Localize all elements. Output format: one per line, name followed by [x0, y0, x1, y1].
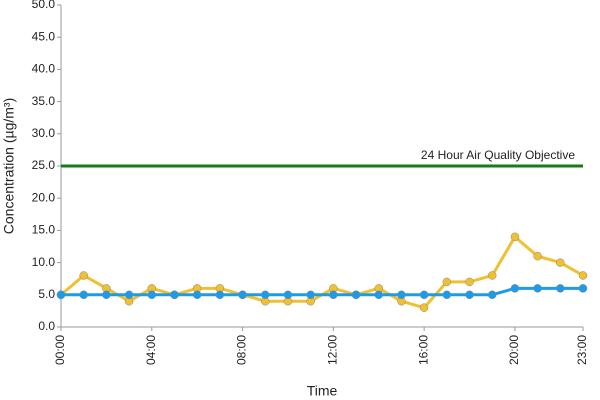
data-point — [510, 284, 520, 293]
data-point — [79, 271, 88, 280]
data-point — [351, 290, 361, 300]
y-tick-label: 5.0 — [38, 287, 55, 301]
y-tick-label: 10.0 — [32, 255, 56, 269]
data-point — [533, 284, 542, 293]
y-tick-label: 20.0 — [32, 190, 56, 204]
data-point — [238, 290, 247, 300]
y-tick-label: 15.0 — [32, 223, 56, 237]
data-point — [170, 290, 179, 300]
x-axis-title: Time — [307, 383, 338, 399]
y-tick-label: 50.0 — [32, 0, 56, 11]
data-point — [215, 290, 225, 300]
data-point — [533, 251, 542, 261]
reference-label: 24 Hour Air Quality Objective — [421, 148, 575, 162]
y-tick-label: 0.0 — [38, 319, 55, 333]
data-point — [192, 290, 202, 300]
data-point — [578, 284, 588, 293]
y-tick-label: 35.0 — [32, 94, 56, 108]
data-point — [261, 290, 270, 300]
data-point — [510, 232, 520, 242]
x-tick-label: 20:00 — [507, 335, 521, 365]
x-tick-label: 23:00 — [575, 335, 589, 365]
data-point — [556, 258, 565, 267]
data-point — [465, 290, 474, 300]
data-point — [465, 277, 474, 287]
y-tick-label: 30.0 — [32, 126, 56, 140]
data-point — [79, 290, 88, 300]
data-point — [487, 290, 497, 300]
series-line — [61, 286, 583, 297]
x-tick-label: 12:00 — [326, 335, 340, 365]
y-tick-label: 45.0 — [32, 29, 56, 43]
y-axis-title: Concentration (µg/m³) — [1, 98, 17, 234]
data-point — [556, 284, 565, 293]
x-tick-label: 04:00 — [144, 335, 158, 365]
data-point — [442, 277, 452, 287]
x-tick-label: 16:00 — [416, 335, 430, 365]
data-point — [56, 290, 66, 300]
data-point — [442, 290, 452, 300]
y-tick-label: 40.0 — [32, 62, 56, 76]
data-point — [124, 290, 134, 300]
data-point — [419, 303, 429, 312]
data-point — [487, 271, 497, 280]
data-point — [419, 290, 429, 300]
series-line — [60, 235, 584, 310]
data-point — [578, 271, 588, 280]
data-point — [283, 290, 293, 300]
data-point — [147, 290, 157, 300]
data-point — [306, 290, 315, 300]
x-tick-label: 00:00 — [53, 335, 67, 365]
data-point — [102, 290, 111, 300]
y-tick-label: 25.0 — [32, 158, 56, 172]
data-point — [329, 290, 338, 300]
data-point — [397, 290, 406, 300]
data-point — [374, 290, 383, 300]
x-tick-label: 08:00 — [235, 335, 249, 365]
